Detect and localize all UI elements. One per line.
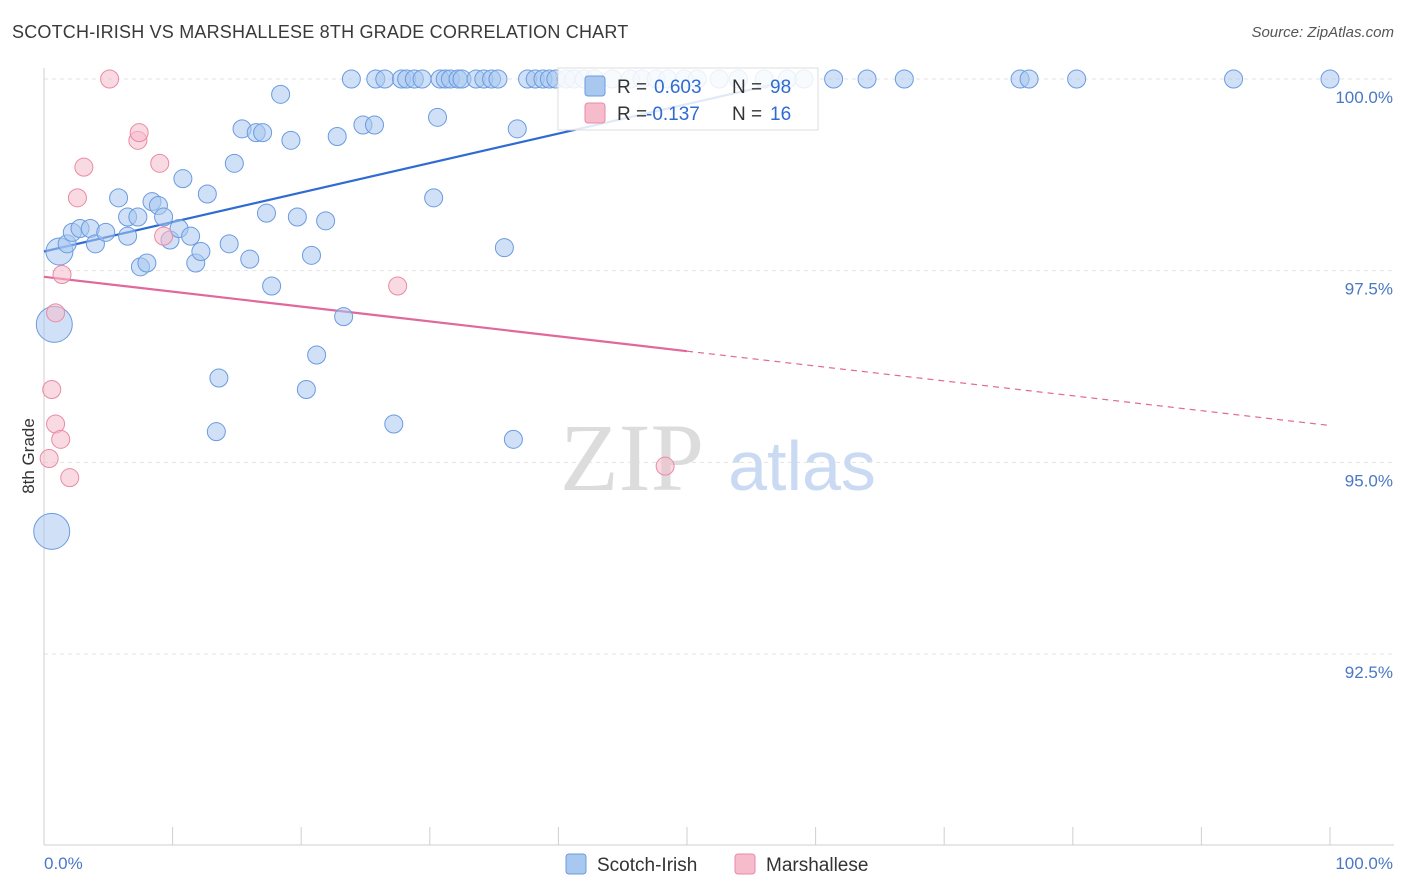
point-scotch-irish-55 xyxy=(428,107,448,127)
point-scotch-irish-89 xyxy=(824,69,844,89)
point-scotch-irish-65 xyxy=(494,238,514,258)
x-tick-label-right: 100.0% xyxy=(1335,854,1393,873)
point-scotch-irish-94 xyxy=(1067,69,1087,89)
point-marshallese-7 xyxy=(52,265,72,284)
point-marshallese-5 xyxy=(67,188,87,208)
x-ticks xyxy=(43,827,1331,845)
bottom-legend-swatch-marshallese xyxy=(734,853,756,875)
point-scotch-irish-64 xyxy=(488,69,508,89)
legend-n-label-2: N = xyxy=(732,104,762,125)
point-scotch-irish-39 xyxy=(301,245,321,265)
x-tick-label-left: 0.0% xyxy=(44,854,83,873)
point-scotch-irish-33 xyxy=(256,203,276,223)
point-marshallese-3 xyxy=(74,157,94,177)
point-scotch-irish-28 xyxy=(224,153,244,173)
legend-r-label-2: R = xyxy=(617,104,647,125)
point-scotch-irish-96 xyxy=(1320,69,1340,89)
y-tick-label-3: 92.5% xyxy=(1345,663,1393,682)
y-tick-label-2: 95.0% xyxy=(1345,471,1393,490)
point-scotch-irish-67 xyxy=(507,119,527,139)
point-marshallese-13 xyxy=(39,449,59,468)
point-scotch-irish-41 xyxy=(316,211,336,231)
legend-r-label-1: R = xyxy=(617,77,647,98)
point-scotch-irish-40 xyxy=(307,345,327,365)
point-scotch-irish-12 xyxy=(128,207,148,227)
point-marshallese-4 xyxy=(150,153,170,173)
point-scotch-irish-27 xyxy=(219,234,239,254)
point-scotch-irish-8 xyxy=(96,222,116,242)
point-scotch-irish-36 xyxy=(281,130,301,150)
point-scotch-irish-66 xyxy=(503,429,523,449)
point-scotch-irish-30 xyxy=(240,249,260,269)
point-scotch-irish-43 xyxy=(334,307,354,327)
y-axis-label: 8th Grade xyxy=(19,418,38,494)
watermark-zip: ZIP xyxy=(560,404,704,511)
legend-n-label-1: N = xyxy=(732,77,762,98)
point-marshallese-9 xyxy=(388,276,408,296)
point-scotch-irish-23 xyxy=(191,242,211,261)
point-marshallese-14 xyxy=(60,468,80,488)
legend-swatch-marshallese xyxy=(584,102,606,124)
bottom-legend-label-marshallese: Marshallese xyxy=(766,855,868,876)
watermark: ZIP atlas xyxy=(560,404,876,511)
point-scotch-irish-35 xyxy=(271,84,291,104)
stats-legend: R = 0.603 N = 98 R = -0.137 N = 16 xyxy=(557,67,819,131)
y-tick-label-1: 97.5% xyxy=(1345,280,1393,299)
point-marshallese-6 xyxy=(154,226,174,246)
point-marshallese-15 xyxy=(655,456,675,476)
point-marshallese-0 xyxy=(100,69,120,89)
trend-line-marshallese xyxy=(43,275,688,353)
point-scotch-irish-37 xyxy=(287,207,307,227)
legend-swatch-scotch-irish xyxy=(584,75,606,97)
y-tick-label-0: 100.0% xyxy=(1335,88,1393,107)
point-marshallese-12 xyxy=(51,429,71,449)
point-scotch-irish-32 xyxy=(253,123,273,143)
point-scotch-irish-25 xyxy=(209,368,229,388)
point-scotch-irish-53 xyxy=(412,69,432,89)
point-scotch-irish-54 xyxy=(424,188,444,208)
point-scotch-irish-90 xyxy=(857,69,877,89)
bottom-legend: Scotch-Irish Marshallese xyxy=(565,853,868,876)
y-tick-labels: 100.0% 97.5% 95.0% 92.5% xyxy=(1335,88,1393,682)
point-scotch-irish-95 xyxy=(1224,69,1244,89)
point-scotch-irish-21 xyxy=(181,226,201,246)
trend-line-marshallese-extension xyxy=(686,350,1331,427)
point-scotch-irish-44 xyxy=(341,69,361,89)
point-scotch-irish-38 xyxy=(296,380,316,399)
bottom-legend-swatch-scotch-irish xyxy=(565,853,587,875)
point-scotch-irish-20 xyxy=(173,169,193,189)
point-scotch-irish-14 xyxy=(137,253,157,273)
point-scotch-irish-46 xyxy=(365,115,385,135)
gridlines xyxy=(44,78,1394,655)
point-scotch-irish-34 xyxy=(262,276,282,296)
point-scotch-irish-48 xyxy=(375,69,395,89)
point-scotch-irish-26 xyxy=(206,422,226,442)
watermark-atlas: atlas xyxy=(728,427,876,505)
bottom-legend-label-scotch-irish: Scotch-Irish xyxy=(597,855,697,876)
point-scotch-irish-11 xyxy=(118,226,138,246)
point-scotch-irish-93 xyxy=(1019,69,1039,89)
point-scotch-irish-24 xyxy=(197,184,217,204)
chart-title: SCOTCH-IRISH VS MARSHALLESE 8TH GRADE CO… xyxy=(12,22,629,42)
point-marshallese-2 xyxy=(129,123,149,143)
axes xyxy=(43,68,1394,846)
point-marshallese-10 xyxy=(42,380,62,399)
point-scotch-irish-42 xyxy=(327,127,347,146)
legend-r-value-marshallese: -0.137 xyxy=(646,104,700,125)
point-scotch-irish-9 xyxy=(109,188,129,208)
legend-n-value-marshallese: 16 xyxy=(770,104,791,125)
point-scotch-irish-17 xyxy=(154,207,174,227)
point-scotch-irish-49 xyxy=(384,414,404,434)
point-scotch-irish-91 xyxy=(894,69,914,89)
point-scotch-irish-2 xyxy=(33,512,71,550)
source-label: Source: ZipAtlas.com xyxy=(1251,24,1394,41)
point-marshallese-8 xyxy=(46,303,66,323)
legend-r-value-scotch-irish: 0.603 xyxy=(654,77,702,98)
legend-n-value-scotch-irish: 98 xyxy=(770,77,791,98)
